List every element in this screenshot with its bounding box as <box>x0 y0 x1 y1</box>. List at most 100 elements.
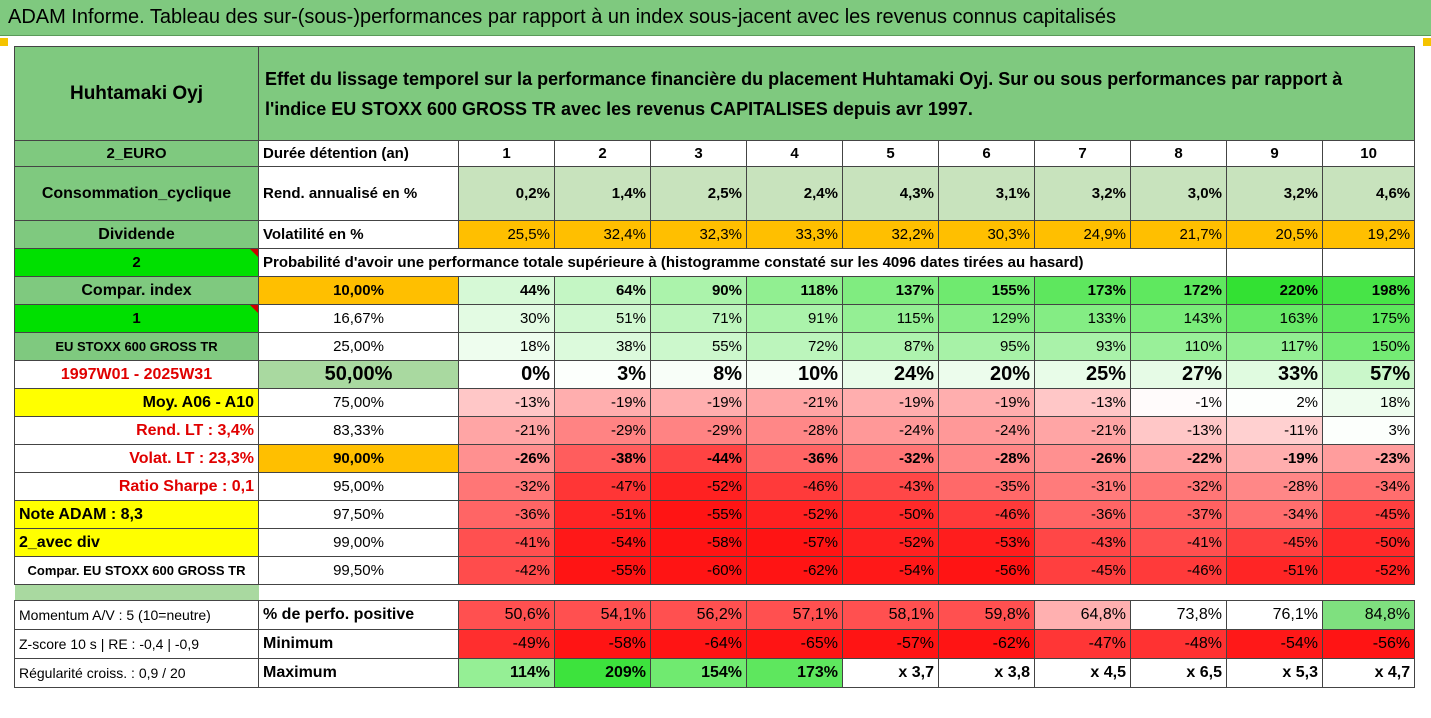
rend-value: 3,1% <box>938 166 1035 221</box>
bottom-stat-value: 58,1% <box>842 600 939 630</box>
rend-lt-label: Rend. LT : 3,4% <box>14 416 259 445</box>
prob-value: -37% <box>1130 500 1227 529</box>
prob-value: -19% <box>650 388 747 417</box>
rend-value: 3,2% <box>1034 166 1131 221</box>
bottom-stat-value: 114% <box>458 658 555 688</box>
vol-label: Volatilité en % <box>258 220 459 249</box>
prob-value: -1% <box>1130 388 1227 417</box>
compar-index-label: Compar. index <box>14 276 259 305</box>
prob-threshold: 10,00% <box>258 276 459 305</box>
prob-value: -50% <box>842 500 939 529</box>
prob-value: 55% <box>650 332 747 361</box>
prob-threshold: 16,67% <box>258 304 459 333</box>
bottom-stat-value: -54% <box>1226 629 1323 659</box>
rend-value: 2,5% <box>650 166 747 221</box>
vol-value: 33,3% <box>746 220 843 249</box>
prob-value: -23% <box>1321 444 1416 473</box>
bottom-stat-label: Maximum <box>258 658 459 688</box>
prob-value: -51% <box>554 500 651 529</box>
prob-value: -55% <box>650 500 747 529</box>
prob-value: -52% <box>746 500 843 529</box>
description-line1: Effet du lissage temporel sur la perform… <box>265 68 1343 89</box>
prob-value: -34% <box>1226 500 1323 529</box>
vol-value: 19,2% <box>1321 220 1416 249</box>
prob-value: 3% <box>1321 416 1416 445</box>
year-header: 4 <box>746 140 843 167</box>
prob-value: -28% <box>1226 472 1323 501</box>
vol-value: 32,2% <box>842 220 939 249</box>
bottom-stat-value: 50,6% <box>458 600 555 630</box>
bottom-stat-value: x 3,8 <box>938 658 1035 688</box>
bottom-left-label: Z-score 10 s | RE : -0,4 | -0,9 <box>14 629 259 659</box>
prob-value: 8% <box>650 360 747 389</box>
bottom-stat-value: -47% <box>1034 629 1131 659</box>
prob-value: -47% <box>554 472 651 501</box>
prob-value: -52% <box>842 528 939 557</box>
prob-threshold: 50,00% <box>258 360 459 389</box>
volat-lt-label: Volat. LT : 23,3% <box>14 444 259 473</box>
bottom-stat-value: -65% <box>746 629 843 659</box>
prob-value: -36% <box>746 444 843 473</box>
prob-value: 163% <box>1226 304 1323 333</box>
note-label: Note ADAM : 8,3 <box>14 500 259 529</box>
bottom-stat-label: % de perfo. positive <box>258 600 459 630</box>
prob-value: 18% <box>1321 388 1416 417</box>
prob-value: 72% <box>746 332 843 361</box>
bottom-stat-value: -62% <box>938 629 1035 659</box>
bottom-stat-value: -49% <box>458 629 555 659</box>
rend-value: 3,2% <box>1226 166 1323 221</box>
prob-threshold: 83,33% <box>258 416 459 445</box>
rend-value: 4,6% <box>1321 166 1416 221</box>
prob-value: -34% <box>1321 472 1416 501</box>
empty-cell <box>1321 248 1416 277</box>
currency-label: 2_EURO <box>14 140 259 167</box>
year-header: 5 <box>842 140 939 167</box>
prob-value: -54% <box>554 528 651 557</box>
prob-value: -19% <box>842 388 939 417</box>
bottom-stat-value: 84,8% <box>1321 600 1416 630</box>
prob-value: -19% <box>554 388 651 417</box>
avec-div-label: 2_avec div <box>14 528 259 557</box>
prob-value: 117% <box>1226 332 1323 361</box>
prob-value: -41% <box>1130 528 1227 557</box>
bottom-stat-value: -56% <box>1321 629 1416 659</box>
report-title: ADAM Informe. Tableau des sur-(sous-)per… <box>8 6 1116 28</box>
prob-threshold: 25,00% <box>258 332 459 361</box>
performance-table: Huhtamaki Oyj Effet du lissage temporel … <box>14 46 1416 688</box>
rend-value: 1,4% <box>554 166 651 221</box>
prob-value: 90% <box>650 276 747 305</box>
prob-value: -50% <box>1321 528 1416 557</box>
prob-value: -26% <box>458 444 555 473</box>
corner-marker <box>0 38 8 46</box>
duree-label: Durée détention (an) <box>258 140 459 167</box>
prob-value: -38% <box>554 444 651 473</box>
description-line2: l'indice EU STOXX 600 GROSS TR avec les … <box>265 98 973 119</box>
bottom-stat-value: 73,8% <box>1130 600 1227 630</box>
prob-value: 18% <box>458 332 555 361</box>
report-title-bar: ADAM Informe. Tableau des sur-(sous-)per… <box>0 0 1431 36</box>
prob-value: -29% <box>650 416 747 445</box>
prob-value: 93% <box>1034 332 1131 361</box>
year-header: 8 <box>1130 140 1227 167</box>
bottom-stat-value: 54,1% <box>554 600 651 630</box>
prob-value: -62% <box>746 556 843 585</box>
prob-value: -21% <box>458 416 555 445</box>
prob-value: 198% <box>1321 276 1416 305</box>
prob-value: -52% <box>650 472 747 501</box>
bottom-left-label: Momentum A/V : 5 (10=neutre) <box>14 600 259 630</box>
prob-value: -36% <box>1034 500 1131 529</box>
prob-value: -28% <box>938 444 1035 473</box>
prob-value: -29% <box>554 416 651 445</box>
prob-value: 51% <box>554 304 651 333</box>
bottom-stat-label: Minimum <box>258 629 459 659</box>
prob-value: -45% <box>1321 500 1416 529</box>
prob-threshold: 75,00% <box>258 388 459 417</box>
prob-value: -52% <box>1321 556 1416 585</box>
vol-value: 24,9% <box>1034 220 1131 249</box>
prob-value: -58% <box>650 528 747 557</box>
bottom-left-label: Régularité croiss. : 0,9 / 20 <box>14 658 259 688</box>
prob-value: 118% <box>746 276 843 305</box>
prob-value: -43% <box>1034 528 1131 557</box>
prob-value: 30% <box>458 304 555 333</box>
prob-threshold: 95,00% <box>258 472 459 501</box>
